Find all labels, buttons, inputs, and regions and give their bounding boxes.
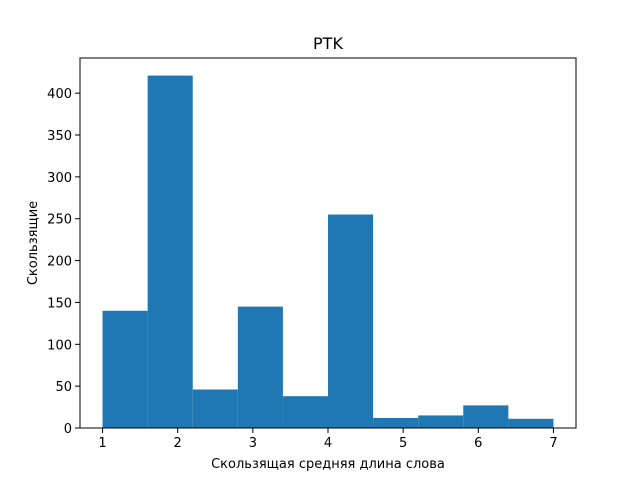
y-tick-label: 350: [47, 129, 72, 144]
histogram-bar-3: [192, 389, 238, 428]
y-tick-label: 50: [55, 380, 72, 395]
histogram-bars: [102, 75, 554, 428]
y-tick-label: 300: [47, 171, 72, 186]
x-axis-ticks: 1 2 3 4 5 6 7: [98, 428, 558, 451]
histogram-bar-9: [463, 405, 509, 428]
plot-area-frame: [79, 57, 577, 429]
histogram-bar-5: [282, 396, 328, 428]
y-tick-label: 250: [47, 213, 72, 228]
chart-title: PTK: [313, 34, 343, 53]
y-tick-label: 400: [47, 87, 72, 102]
histogram-bar-2: [147, 75, 193, 428]
y-tick-label: 100: [47, 338, 72, 353]
x-tick-label: 5: [399, 436, 407, 451]
x-tick-label: 7: [549, 436, 557, 451]
x-tick-label: 4: [324, 436, 332, 451]
x-tick-label: 6: [474, 436, 482, 451]
y-axis-ticks: 0 50 100 150 200 250 300 350 400: [47, 87, 80, 437]
x-tick-label: 1: [98, 436, 106, 451]
y-tick-label: 150: [47, 296, 72, 311]
histogram-bar-4: [237, 306, 283, 428]
histogram-bar-6: [328, 214, 374, 428]
histogram-bar-8: [418, 415, 464, 428]
y-axis-label: Скользящие: [26, 201, 41, 285]
histogram-bar-1: [102, 310, 148, 428]
histogram-bar-7: [373, 417, 419, 428]
x-tick-label: 2: [174, 436, 182, 451]
x-axis-label: Скользящая средняя длина слова: [211, 457, 445, 472]
y-tick-label: 0: [64, 422, 72, 437]
x-tick-label: 3: [249, 436, 257, 451]
y-tick-label: 200: [47, 255, 72, 270]
histogram-bar-10: [508, 418, 554, 428]
